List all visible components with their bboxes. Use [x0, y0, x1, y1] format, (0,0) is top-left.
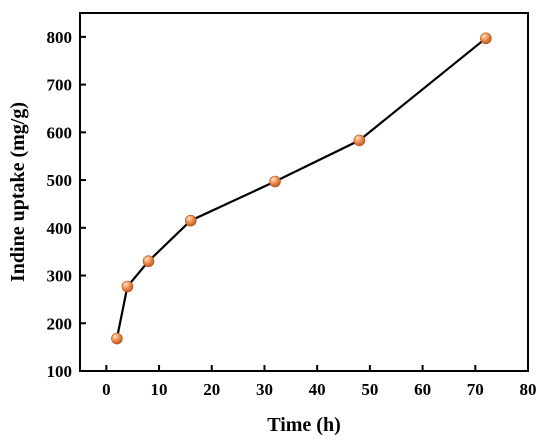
data-point	[353, 134, 366, 147]
data-point	[142, 255, 155, 268]
data-point	[111, 332, 123, 345]
data-point	[121, 280, 134, 293]
x-axis-title: Time (h)	[267, 414, 341, 436]
x-tick-label: 70	[467, 380, 484, 399]
y-tick-label: 600	[47, 123, 73, 142]
y-tick-label: 300	[47, 267, 73, 286]
x-axis: 0 10 20 30 40 50 60 70 80	[102, 365, 537, 399]
y-tick-label: 800	[47, 28, 73, 47]
x-tick-label: 30	[256, 380, 273, 399]
data-point	[269, 175, 281, 188]
y-axis: 100 200 300 400 500 600 700 800	[47, 28, 86, 381]
x-tick-label: 20	[203, 380, 220, 399]
data-markers	[111, 32, 492, 345]
x-tick-label: 40	[309, 380, 326, 399]
y-tick-label: 100	[47, 362, 73, 381]
data-point	[480, 32, 492, 45]
y-axis-title: Indine uptake (mg/g)	[7, 102, 29, 282]
plot-frame	[79, 12, 529, 372]
series-line	[115, 37, 487, 339]
y-tick-label: 200	[47, 314, 73, 333]
y-tick-label: 700	[47, 76, 73, 95]
x-tick-label: 80	[520, 380, 537, 399]
x-tick-label: 60	[414, 380, 431, 399]
x-tick-label: 50	[361, 380, 378, 399]
y-tick-label: 500	[47, 171, 73, 190]
y-tick-label: 400	[47, 219, 73, 238]
data-point	[184, 214, 197, 227]
x-tick-label: 10	[151, 380, 168, 399]
x-tick-label: 0	[102, 380, 111, 399]
